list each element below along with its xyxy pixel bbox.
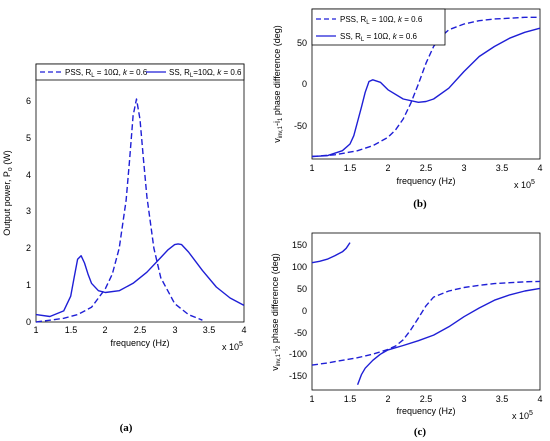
panel-c-ytick-label: -100 [289,349,307,359]
panel-c-xtick-label: 2.5 [420,394,433,404]
panel-b-xtick-label: 2.5 [420,163,433,173]
panel-c-xtick-label: 4 [537,394,542,404]
panel-c-ytick-label: -50 [294,328,307,338]
panel-b-x-exponent: x 105 [514,179,535,190]
panel-c-ytick-label: 50 [297,284,307,294]
panel-a-legend [35,63,245,81]
panel-a-xtick-label: 3.5 [203,325,216,335]
panel-a-xtick-label: 4 [241,325,246,335]
panel-b-ytick-labels: 50 0 -50 [294,38,307,131]
panel-c-xtick-label: 3 [461,394,466,404]
panel-a-ytick-label: 6 [26,96,31,106]
panel-a-label: (a) [120,422,133,434]
panel-a-ytick-label: 4 [26,170,31,180]
panel-b-xlabel: frequency (Hz) [396,176,455,186]
panel-c-series-ss-line-1 [311,242,351,264]
panel-c-ytick-label: 0 [302,306,307,316]
panel-b-series-ss-line [311,27,541,158]
panel-c-series-pss-line [311,280,541,366]
panel-b-xtick-label: 1 [309,163,314,173]
panel-b-xtick-label: 2 [385,163,390,173]
panel-b-ytick-label: 50 [297,38,307,48]
panel-a-ytick-labels: 0 1 2 3 4 5 6 [26,96,31,327]
panel-c: 150 100 50 0 -50 -100 -150 1 1.5 2 2.5 3… [270,232,543,438]
panel-a-legend-label-ss: SS, RL=10Ω, k = 0.6 [169,68,242,79]
panel-c-xtick-label: 1 [309,394,314,404]
panel-b-xtick-label: 3.5 [496,163,509,173]
panel-a-series-ss-line [35,243,245,318]
panel-c-x-exponent: x 105 [512,410,533,421]
panel-c-ytick-label: -150 [289,371,307,381]
panel-b-xtick-label: 3 [461,163,466,173]
panel-b-legend-label-pss: PSS, RL = 10Ω, k = 0.6 [340,15,423,26]
panel-b-ylabel: vinv,1-i1 phase difference (deg) [272,25,284,142]
panel-a-xtick-label: 1.5 [65,325,78,335]
panel-b-ytick-label: 0 [302,79,307,89]
panel-a-plot [35,98,245,323]
panel-c-label: (c) [414,426,427,438]
panel-c-xtick-label: 1.5 [344,394,357,404]
panel-a-xlabel: frequency (Hz) [110,338,169,348]
panel-b-xtick-labels: 1 1.5 2 2.5 3 3.5 4 [309,163,542,173]
panel-c-xtick-label: 2 [385,394,390,404]
panel-b-legend [311,8,446,46]
panel-c-xlabel: frequency (Hz) [396,406,455,416]
panel-a-ytick-label: 2 [26,243,31,253]
panel-b-plot [311,16,541,158]
panel-c-plot [311,242,541,386]
panel-c-ytick-label: 100 [292,262,307,272]
panel-a-ytick-label: 5 [26,133,31,143]
panel-a-xtick-label: 2.5 [134,325,147,335]
panel-a-legend-label-pss: PSS, RL = 10Ω, k = 0.6 [65,68,148,79]
panel-b: 50 0 -50 1 1.5 2 2.5 3 3.5 4 x 105 frequ… [272,8,543,210]
panel-c-series-ss-line-2 [356,287,541,386]
panel-a-xtick-label: 1 [33,325,38,335]
panel-a-ytick-label: 1 [26,280,31,290]
panel-a-ylabel: Output power, Po (W) [2,150,14,235]
panel-c-ytick-label: 150 [292,240,307,250]
panel-a-x-exponent: x 105 [222,341,243,352]
panel-a-xtick-label: 3 [172,325,177,335]
panel-a-xtick-label: 2 [102,325,107,335]
panel-b-ytick-label: -50 [294,121,307,131]
panel-b-label: (b) [413,198,427,210]
panel-a-ytick-label: 0 [26,317,31,327]
panel-c-ylabel: vinv,1-i2 phase difference (deg) [270,253,282,370]
panel-b-series-pss-line [311,16,540,158]
panel-c-xtick-labels: 1 1.5 2 2.5 3 3.5 4 [309,394,542,404]
panel-c-ytick-labels: 150 100 50 0 -50 -100 -150 [289,240,307,381]
panel-b-xtick-label: 4 [537,163,542,173]
panel-a: 0 1 2 3 4 5 6 1 1.5 2 2.5 3 3.5 4 x 105 … [2,63,247,434]
panel-b-xtick-label: 1.5 [344,163,357,173]
panel-b-legend-label-ss: SS, RL = 10Ω, k = 0.6 [340,32,417,43]
panel-c-plot-frame [311,232,541,391]
panel-c-xtick-label: 3.5 [496,394,509,404]
panel-a-ytick-label: 3 [26,206,31,216]
panel-a-xtick-labels: 1 1.5 2 2.5 3 3.5 4 [33,325,246,335]
panel-a-series-pss-line [35,98,203,323]
